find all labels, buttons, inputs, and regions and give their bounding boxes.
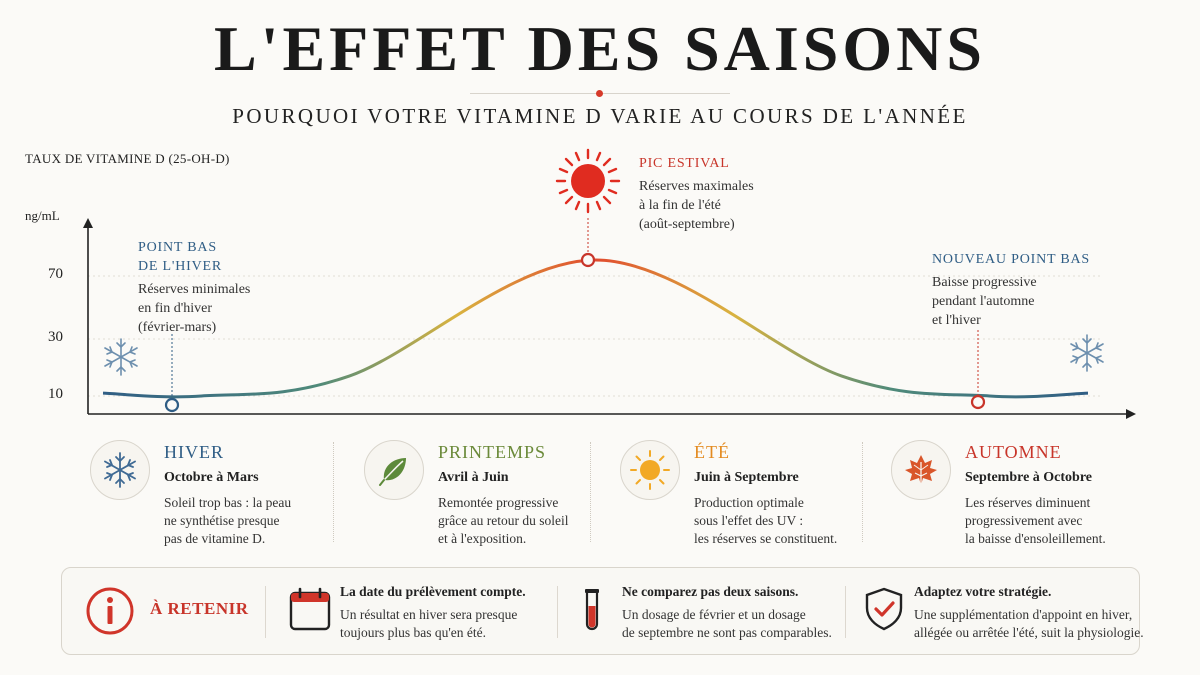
y-axis-unit: ng/mL [25, 208, 60, 223]
takeaway-line: Un résultat en hiver sera presque [340, 607, 518, 622]
takeaway-title: Adaptez votre stratégie. [914, 584, 1052, 599]
season-divider [590, 442, 591, 542]
description-line: Soleil trop bas : la peau [164, 495, 292, 510]
season-dates: Septembre à Octobre [965, 470, 1093, 485]
annotation-line: en fin d'hiver [138, 301, 213, 316]
takeaway-line: de septembre ne sont pas comparables. [622, 625, 832, 640]
description-line: et à l'exposition. [438, 531, 527, 546]
annotation-line: Réserves maximales [639, 179, 754, 194]
summer-peak-title: PIC ESTIVAL [639, 156, 730, 171]
winter-low-title-line: POINT BAS [138, 240, 217, 255]
description-line: Remontée progressive [438, 495, 559, 510]
snowflake-icon [104, 338, 138, 376]
winter-low-marker [164, 397, 180, 413]
season-description: Production optimale sous l'effet des UV … [694, 494, 894, 548]
season-name: ÉTÉ [694, 442, 730, 462]
takeaway-title: Ne comparez pas deux saisons. [622, 584, 799, 599]
season-dates: Octobre à Mars [164, 470, 259, 485]
season-description: Soleil trop bas : la peau ne synthétise … [164, 494, 364, 548]
new-low-marker [970, 394, 986, 410]
season-name: HIVER [164, 442, 224, 462]
snowflake-icon [1070, 334, 1104, 372]
annotation-line: (août-septembre) [639, 217, 735, 232]
annotation-line: Réserves minimales [138, 282, 251, 297]
annotation-line: pendant l'automne [932, 294, 1035, 309]
takeaway-divider [845, 586, 846, 638]
season-description: Les réserves diminuent progressivement a… [965, 494, 1165, 548]
y-axis-arrow [83, 218, 93, 228]
shield-check-icon [862, 586, 906, 632]
winter-low-annotation: POINT BAS DE L'HIVER Réserves minimales … [138, 238, 250, 337]
page-title: L'EFFET DES SAISONS [214, 13, 986, 84]
season-name: AUTOMNE [965, 442, 1062, 462]
takeaway-line: Un dosage de février et un dosage [622, 607, 806, 622]
sun-icon [620, 440, 680, 500]
new-low-title: NOUVEAU POINT BAS [932, 252, 1091, 267]
winter-low-title: POINT BAS DE L'HIVER [138, 238, 250, 276]
description-line: progressivement avec [965, 513, 1083, 528]
description-line: pas de vitamine D. [164, 531, 266, 546]
takeaway-divider [265, 586, 266, 638]
page-subtitle: POURQUOI VOTRE VITAMINE D VARIE AU COURS… [232, 104, 968, 128]
key-takeaways-label: À RETENIR [150, 599, 249, 618]
takeaway-text: Une supplémentation d'appoint en hiver, … [914, 606, 1144, 642]
calendar-icon [288, 586, 332, 632]
summer-peak-marker [580, 252, 596, 268]
annotation-line: à la fin de l'été [639, 198, 721, 213]
sun-icon [555, 148, 621, 214]
season-dates: Juin à Septembre [694, 470, 799, 485]
description-line: Les réserves diminuent [965, 495, 1091, 510]
season-description: Remontée progressive grâce au retour du … [438, 494, 638, 548]
y-tick-label: 70 [48, 266, 63, 282]
vitamin-d-curve [102, 258, 1089, 399]
info-icon [85, 586, 135, 636]
y-tick-label: 30 [48, 329, 63, 345]
y-axis-title: TAUX DE VITAMINE D (25-OH-D) [25, 151, 230, 166]
x-axis-arrow [1126, 409, 1136, 419]
description-line: les réserves se constituent. [694, 531, 838, 546]
description-line: Production optimale [694, 495, 804, 510]
takeaway-line: Une supplémentation d'appoint en hiver, [914, 607, 1133, 622]
leaf-icon [364, 440, 424, 500]
test-tube-icon [570, 586, 614, 632]
takeaway-line: toujours plus bas qu'en été. [340, 625, 487, 640]
title-divider-dot [596, 90, 603, 97]
annotation-line: et l'hiver [932, 313, 981, 328]
winter-low-title-line: DE L'HIVER [138, 259, 223, 274]
takeaway-text: Un résultat en hiver sera presque toujou… [340, 606, 570, 642]
autumn-leaf-icon [891, 440, 951, 500]
season-dates: Avril à Juin [438, 470, 509, 485]
description-line: grâce au retour du soleil [438, 513, 569, 528]
summer-peak-annotation: PIC ESTIVAL Réserves maximales à la fin … [639, 154, 754, 234]
takeaway-text: Un dosage de février et un dosage de sep… [622, 606, 852, 642]
snowflake-icon [90, 440, 150, 500]
takeaway-title: La date du prélèvement compte. [340, 584, 526, 599]
description-line: sous l'effet des UV : [694, 513, 804, 528]
takeaway-line: allégée ou arrêtée l'été, suit la physio… [914, 625, 1144, 640]
annotation-line: (février-mars) [138, 320, 217, 335]
y-tick-label: 10 [48, 386, 63, 402]
season-divider [333, 442, 334, 542]
key-takeaways-box: À RETENIR La date du prélèvement compte.… [61, 567, 1144, 655]
season-name: PRINTEMPS [438, 442, 547, 462]
season-divider [862, 442, 863, 542]
description-line: ne synthétise presque [164, 513, 280, 528]
description-line: la baisse d'ensoleillement. [965, 531, 1106, 546]
annotation-line: Baisse progressive [932, 275, 1037, 290]
takeaway-divider [557, 586, 558, 638]
new-low-annotation: NOUVEAU POINT BAS Baisse progressive pen… [932, 250, 1090, 330]
